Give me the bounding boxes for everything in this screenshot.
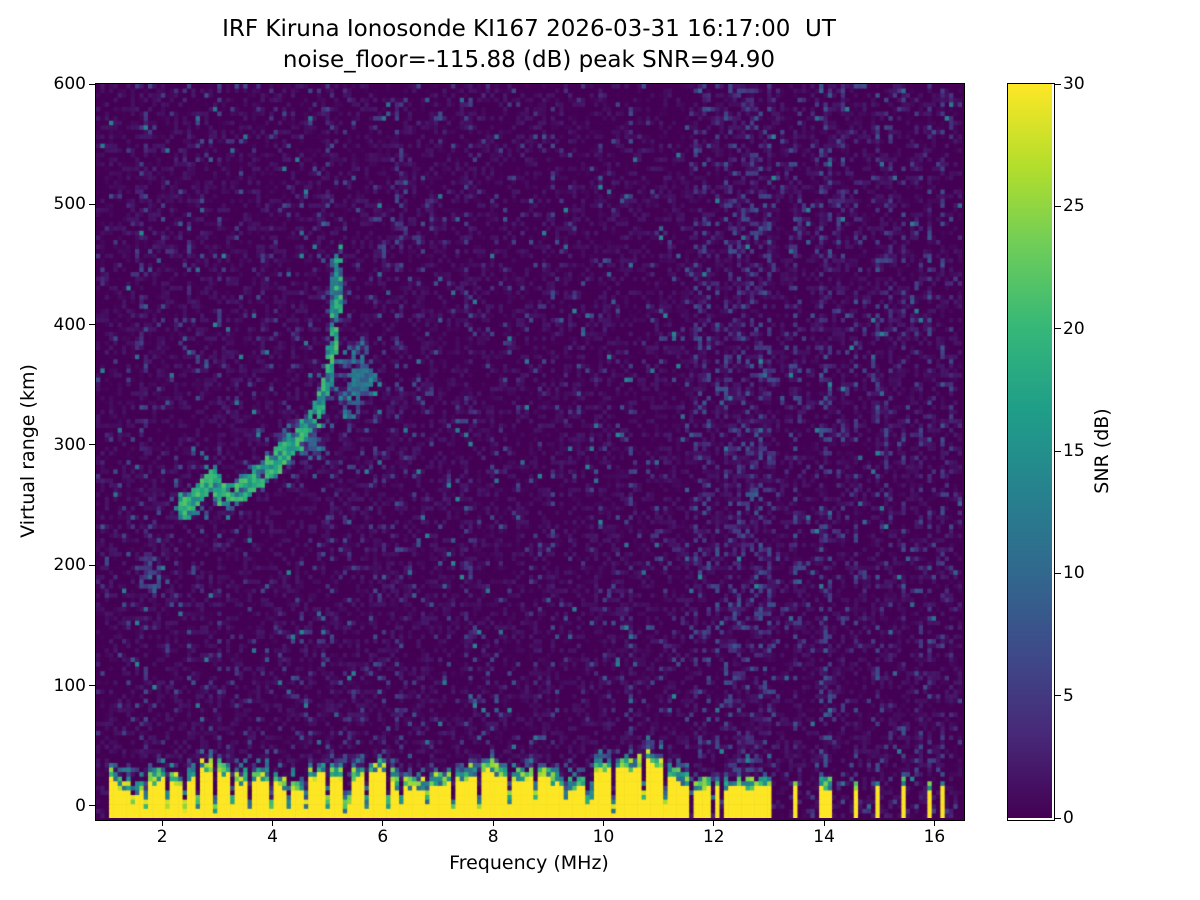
chart-title: IRF Kiruna Ionosonde KI167 2026-03-31 16… — [222, 16, 836, 42]
y-tick-label: 400 — [53, 314, 86, 335]
x-tick-label: 8 — [487, 827, 499, 847]
x-tick-mark — [492, 820, 494, 826]
y-tick-label: 200 — [53, 555, 86, 576]
x-tick-mark — [823, 820, 825, 826]
chart-subtitle: noise_floor=-115.88 (dB) peak SNR=94.90 — [282, 47, 776, 73]
colorbar-tick-mark — [1055, 572, 1061, 574]
colorbar-tick-label: 5 — [1063, 685, 1074, 706]
x-tick-label: 12 — [702, 827, 725, 847]
x-tick-mark — [713, 820, 715, 826]
x-tick-mark — [933, 820, 935, 826]
colorbar-tick-label: 0 — [1063, 808, 1074, 828]
x-tick-label: 16 — [923, 827, 946, 847]
y-tick-label: 500 — [53, 194, 86, 215]
y-tick-label: 100 — [53, 675, 86, 696]
colorbar-tick-mark — [1055, 83, 1061, 85]
colorbar-tick-mark — [1055, 328, 1061, 330]
x-tick-mark — [602, 820, 604, 826]
colorbar-tick-mark — [1055, 695, 1061, 697]
y-tick-mark — [89, 805, 95, 807]
x-tick-label: 2 — [156, 827, 168, 847]
plot-area — [95, 83, 965, 821]
x-axis-label: Frequency (MHz) — [449, 852, 609, 874]
colorbar-tick-mark — [1055, 205, 1061, 207]
y-tick-mark — [89, 444, 95, 446]
x-tick-mark — [161, 820, 163, 826]
y-tick-label: 600 — [53, 74, 86, 94]
colorbar-tick-label: 15 — [1063, 441, 1085, 461]
colorbar-tick-mark — [1055, 450, 1061, 452]
y-tick-mark — [89, 324, 95, 326]
colorbar-label: SNR (dB) — [1091, 408, 1113, 494]
x-tick-label: 4 — [267, 827, 278, 847]
colorbar-tick-label: 25 — [1063, 196, 1085, 217]
colorbar-tick-label: 10 — [1063, 563, 1085, 584]
x-tick-label: 14 — [813, 827, 835, 847]
x-tick-label: 6 — [377, 827, 389, 847]
colorbar — [1007, 83, 1055, 821]
colorbar-tick-label: 30 — [1063, 74, 1085, 94]
x-tick-mark — [382, 820, 384, 826]
y-tick-mark — [89, 83, 95, 85]
y-tick-mark — [89, 203, 95, 205]
x-tick-mark — [272, 820, 273, 826]
ionogram-canvas — [96, 84, 962, 818]
x-tick-label: 10 — [592, 827, 615, 847]
y-tick-mark — [89, 564, 95, 566]
colorbar-tick-label: 20 — [1063, 318, 1085, 339]
y-tick-label: 0 — [75, 795, 86, 816]
colorbar-canvas — [1008, 84, 1052, 818]
colorbar-tick-mark — [1055, 817, 1061, 819]
y-tick-mark — [89, 685, 95, 687]
y-tick-label: 300 — [53, 434, 86, 455]
